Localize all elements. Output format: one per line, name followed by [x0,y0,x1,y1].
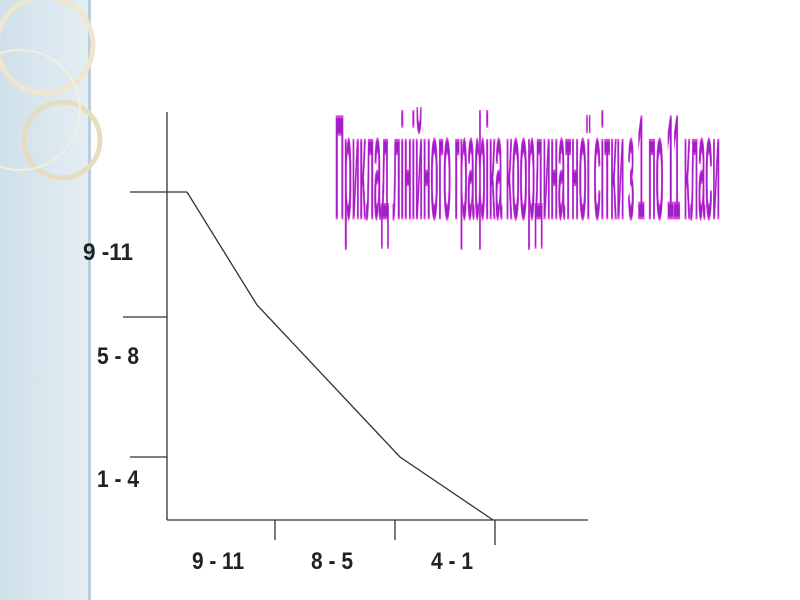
y-labels: 9 -11 5 - 8 1 - 4 [83,239,140,493]
y-label: 9 -11 [83,239,133,266]
trend-line [186,191,494,521]
x-labels: 9 - 11 8 - 5 4 - 1 [192,548,473,575]
title-group: Приклад лінійного графіка координатної с… [334,85,720,251]
chart-lines [123,112,588,545]
x-label: 4 - 1 [431,548,473,575]
title: Приклад лінійного графіка координатної с… [335,85,720,249]
side-panel [0,0,103,600]
x-label: 9 - 11 [192,548,244,575]
y-label: 1 - 4 [97,466,140,493]
x-label: 8 - 5 [311,548,353,575]
y-label: 5 - 8 [97,343,139,370]
